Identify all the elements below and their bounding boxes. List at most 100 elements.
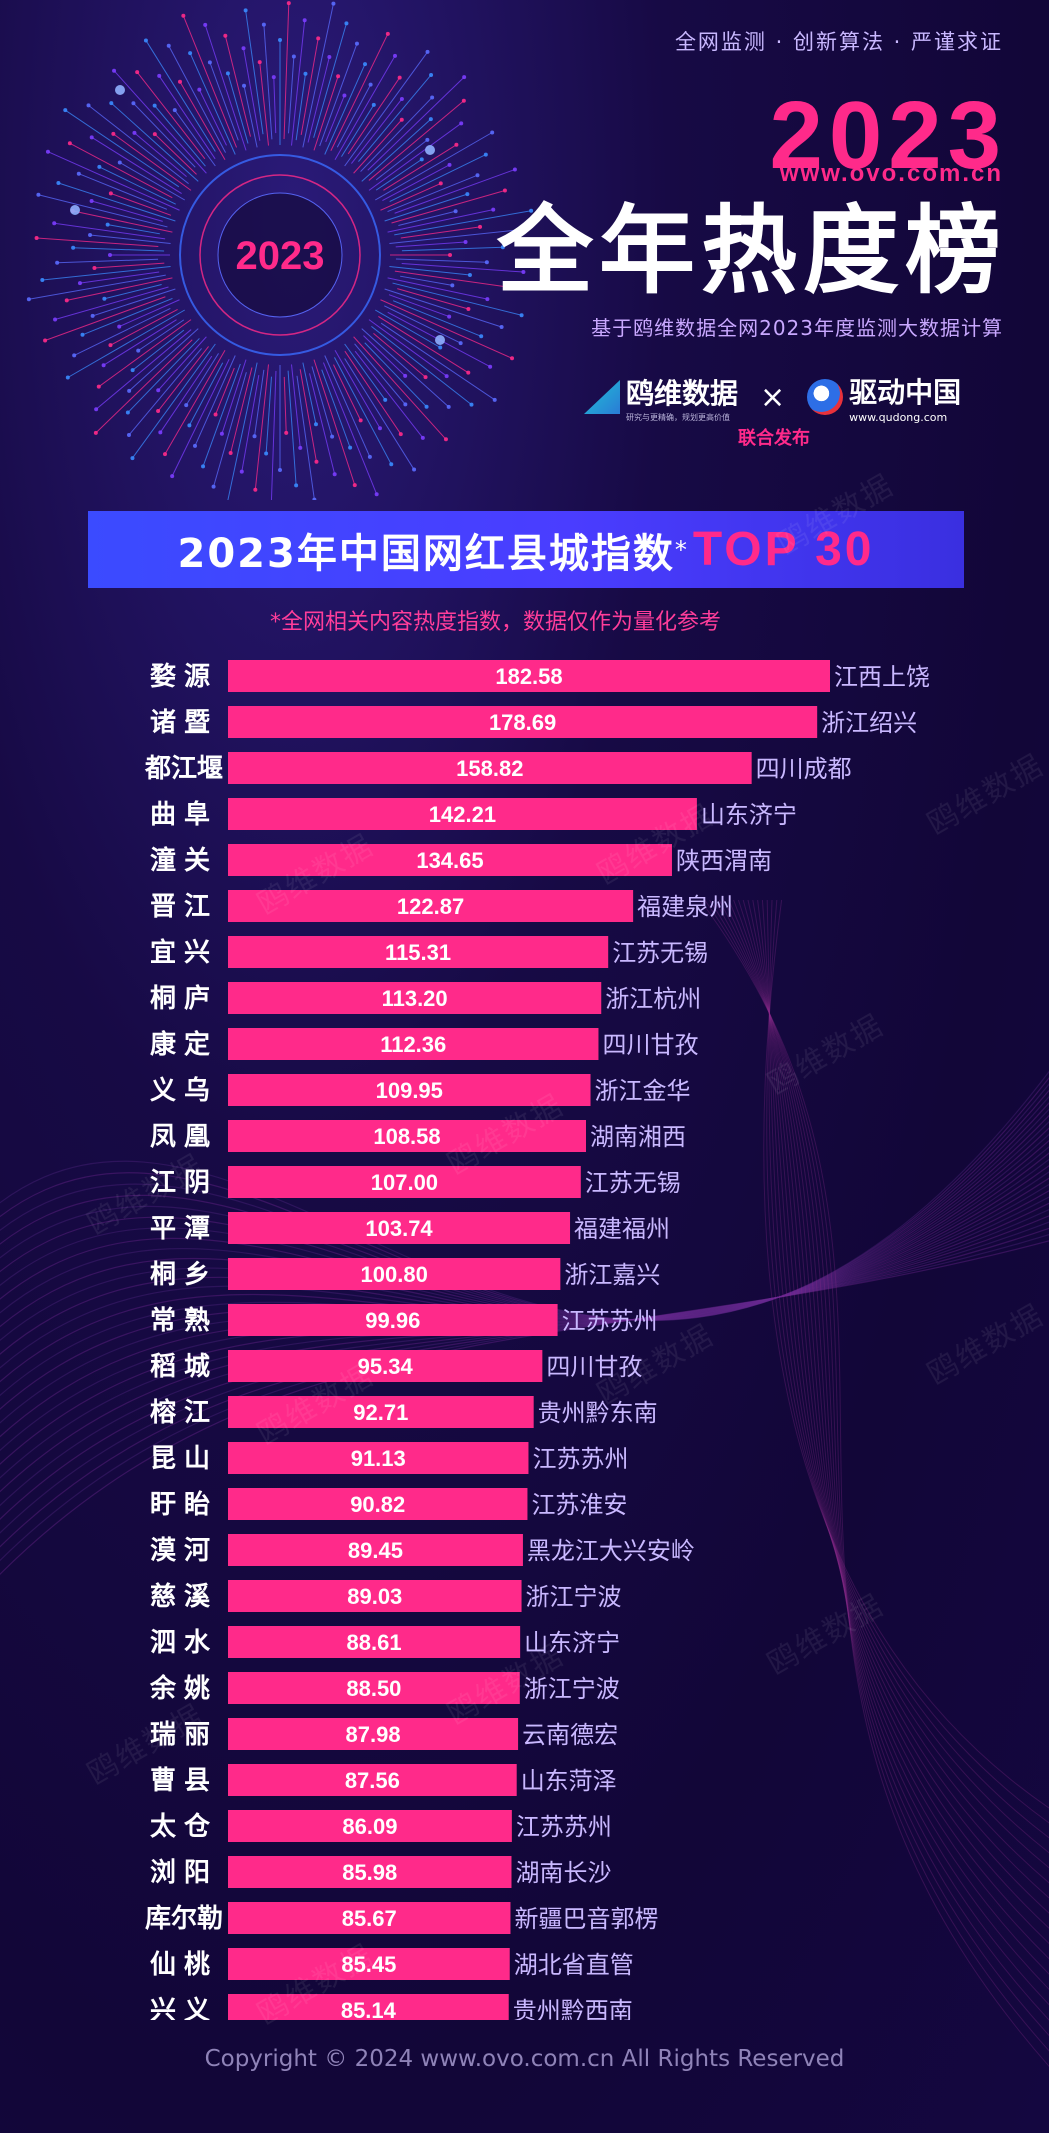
region-label: 江苏无锡	[585, 1169, 681, 1197]
value-label: 85.14	[341, 1998, 397, 2020]
county-name: 太仓	[150, 1811, 218, 1842]
value-label: 107.00	[371, 1170, 438, 1195]
county-name: 桐乡	[150, 1260, 218, 1290]
bar	[228, 752, 752, 784]
value-label: 92.71	[353, 1400, 408, 1425]
county-name: 曹县	[150, 1766, 218, 1796]
bar	[228, 1626, 521, 1658]
bar	[228, 1442, 529, 1474]
region-label: 江苏苏州	[516, 1813, 612, 1841]
value-label: 88.50	[346, 1676, 401, 1701]
county-name: 仙桃	[150, 1950, 218, 1980]
value-label: 87.98	[346, 1722, 401, 1747]
site-url[interactable]: www.ovo.com.cn	[779, 160, 1003, 187]
value-label: 86.09	[342, 1814, 397, 1839]
value-label: 99.96	[365, 1308, 420, 1333]
bar	[228, 1396, 534, 1428]
burst-year-badge: 2023	[236, 234, 325, 278]
region-label: 浙江绍兴	[821, 709, 917, 737]
bar	[228, 798, 697, 830]
value-label: 85.98	[342, 1860, 397, 1885]
region-label: 云南德宏	[522, 1721, 618, 1749]
county-name: 潼关	[150, 845, 218, 876]
value-label: 142.21	[429, 802, 496, 827]
county-name: 桐庐	[150, 983, 218, 1014]
banner-star: *	[674, 535, 687, 564]
value-label: 178.69	[489, 710, 556, 735]
bar	[228, 936, 609, 968]
value-label: 113.20	[382, 986, 448, 1011]
region-label: 江苏苏州	[532, 1445, 628, 1473]
region-label: 福建福州	[574, 1215, 670, 1243]
bar	[228, 660, 830, 692]
bar	[228, 1120, 587, 1152]
ovo-slogan: 研究与更精确，规划更高价值	[626, 412, 730, 422]
ovo-mark-icon	[584, 380, 620, 414]
region-label: 江苏苏州	[562, 1307, 658, 1335]
bar	[228, 706, 818, 738]
region-label: 山东菏泽	[521, 1767, 617, 1795]
county-name: 余姚	[149, 1673, 218, 1704]
value-label: 109.95	[376, 1078, 443, 1103]
county-name: 江阴	[150, 1168, 218, 1198]
region-label: 山东济宁	[524, 1629, 620, 1657]
county-name: 昆山	[150, 1444, 218, 1474]
value-label: 90.82	[350, 1492, 405, 1517]
bar	[228, 1074, 591, 1106]
bar	[228, 1258, 561, 1290]
region-label: 四川成都	[756, 755, 852, 783]
region-label: 山东济宁	[701, 801, 797, 829]
region-label: 陕西渭南	[676, 847, 772, 875]
county-name: 凤凰	[150, 1122, 218, 1152]
tagline: 全网监测 · 创新算法 · 严谨求证	[674, 30, 1003, 54]
value-label: 85.45	[341, 1952, 396, 1977]
region-label: 新疆巴音郭楞	[514, 1905, 658, 1933]
value-label: 95.34	[358, 1354, 414, 1379]
county-name: 浏阳	[150, 1858, 218, 1888]
value-label: 158.82	[456, 756, 523, 781]
region-label: 浙江宁波	[526, 1583, 622, 1611]
county-name: 稻城	[150, 1352, 218, 1382]
bar	[228, 1350, 543, 1382]
value-label: 115.31	[385, 940, 451, 965]
region-label: 四川甘孜	[546, 1353, 642, 1381]
region-label: 湖北省直管	[514, 1951, 634, 1979]
region-label: 浙江金华	[595, 1077, 691, 1105]
bar	[228, 982, 602, 1014]
county-name: 晋江	[150, 892, 218, 922]
bar	[228, 1856, 512, 1888]
bar	[228, 1902, 511, 1934]
region-label: 贵州黔西南	[513, 1997, 633, 2020]
bar	[228, 1212, 571, 1244]
value-label: 122.87	[397, 894, 464, 919]
bar	[228, 844, 672, 876]
qudong-mark-icon	[807, 379, 844, 415]
region-label: 浙江宁波	[524, 1675, 620, 1703]
bar	[228, 1764, 517, 1796]
bar	[228, 1028, 599, 1060]
value-label: 112.36	[380, 1032, 446, 1057]
bar	[228, 890, 634, 922]
qudong-name: 驱动中国	[849, 375, 962, 409]
bar	[228, 1488, 528, 1520]
region-label: 贵州黔东南	[538, 1399, 658, 1427]
value-label: 182.58	[495, 664, 562, 689]
county-name: 兴义	[150, 1996, 218, 2020]
qudong-logo: 驱动中国 www.qudong.com	[807, 371, 961, 424]
region-label: 湖南长沙	[515, 1859, 611, 1887]
value-label: 108.58	[373, 1124, 440, 1149]
region-label: 江西上饶	[834, 663, 930, 691]
county-name: 瑞丽	[150, 1720, 218, 1750]
partner-logos: 鸥维数据 研究与更精确，规划更高价值 × 驱动中国 www.qudong.com	[584, 371, 1014, 424]
bar	[228, 1580, 522, 1612]
bar	[228, 1994, 509, 2020]
data-note: *全网相关内容热度指数，数据仅作为量化参考	[270, 610, 722, 635]
banner-title: 2023年中国网红县城指数	[177, 530, 675, 577]
county-name: 漠河	[150, 1536, 218, 1566]
region-label: 黑龙江大兴安岭	[527, 1537, 695, 1565]
region-label: 浙江杭州	[605, 985, 701, 1013]
ranking-banner: 2023年中国网红县城指数 * TOP 30	[88, 511, 964, 588]
county-name: 诸暨	[150, 708, 218, 738]
